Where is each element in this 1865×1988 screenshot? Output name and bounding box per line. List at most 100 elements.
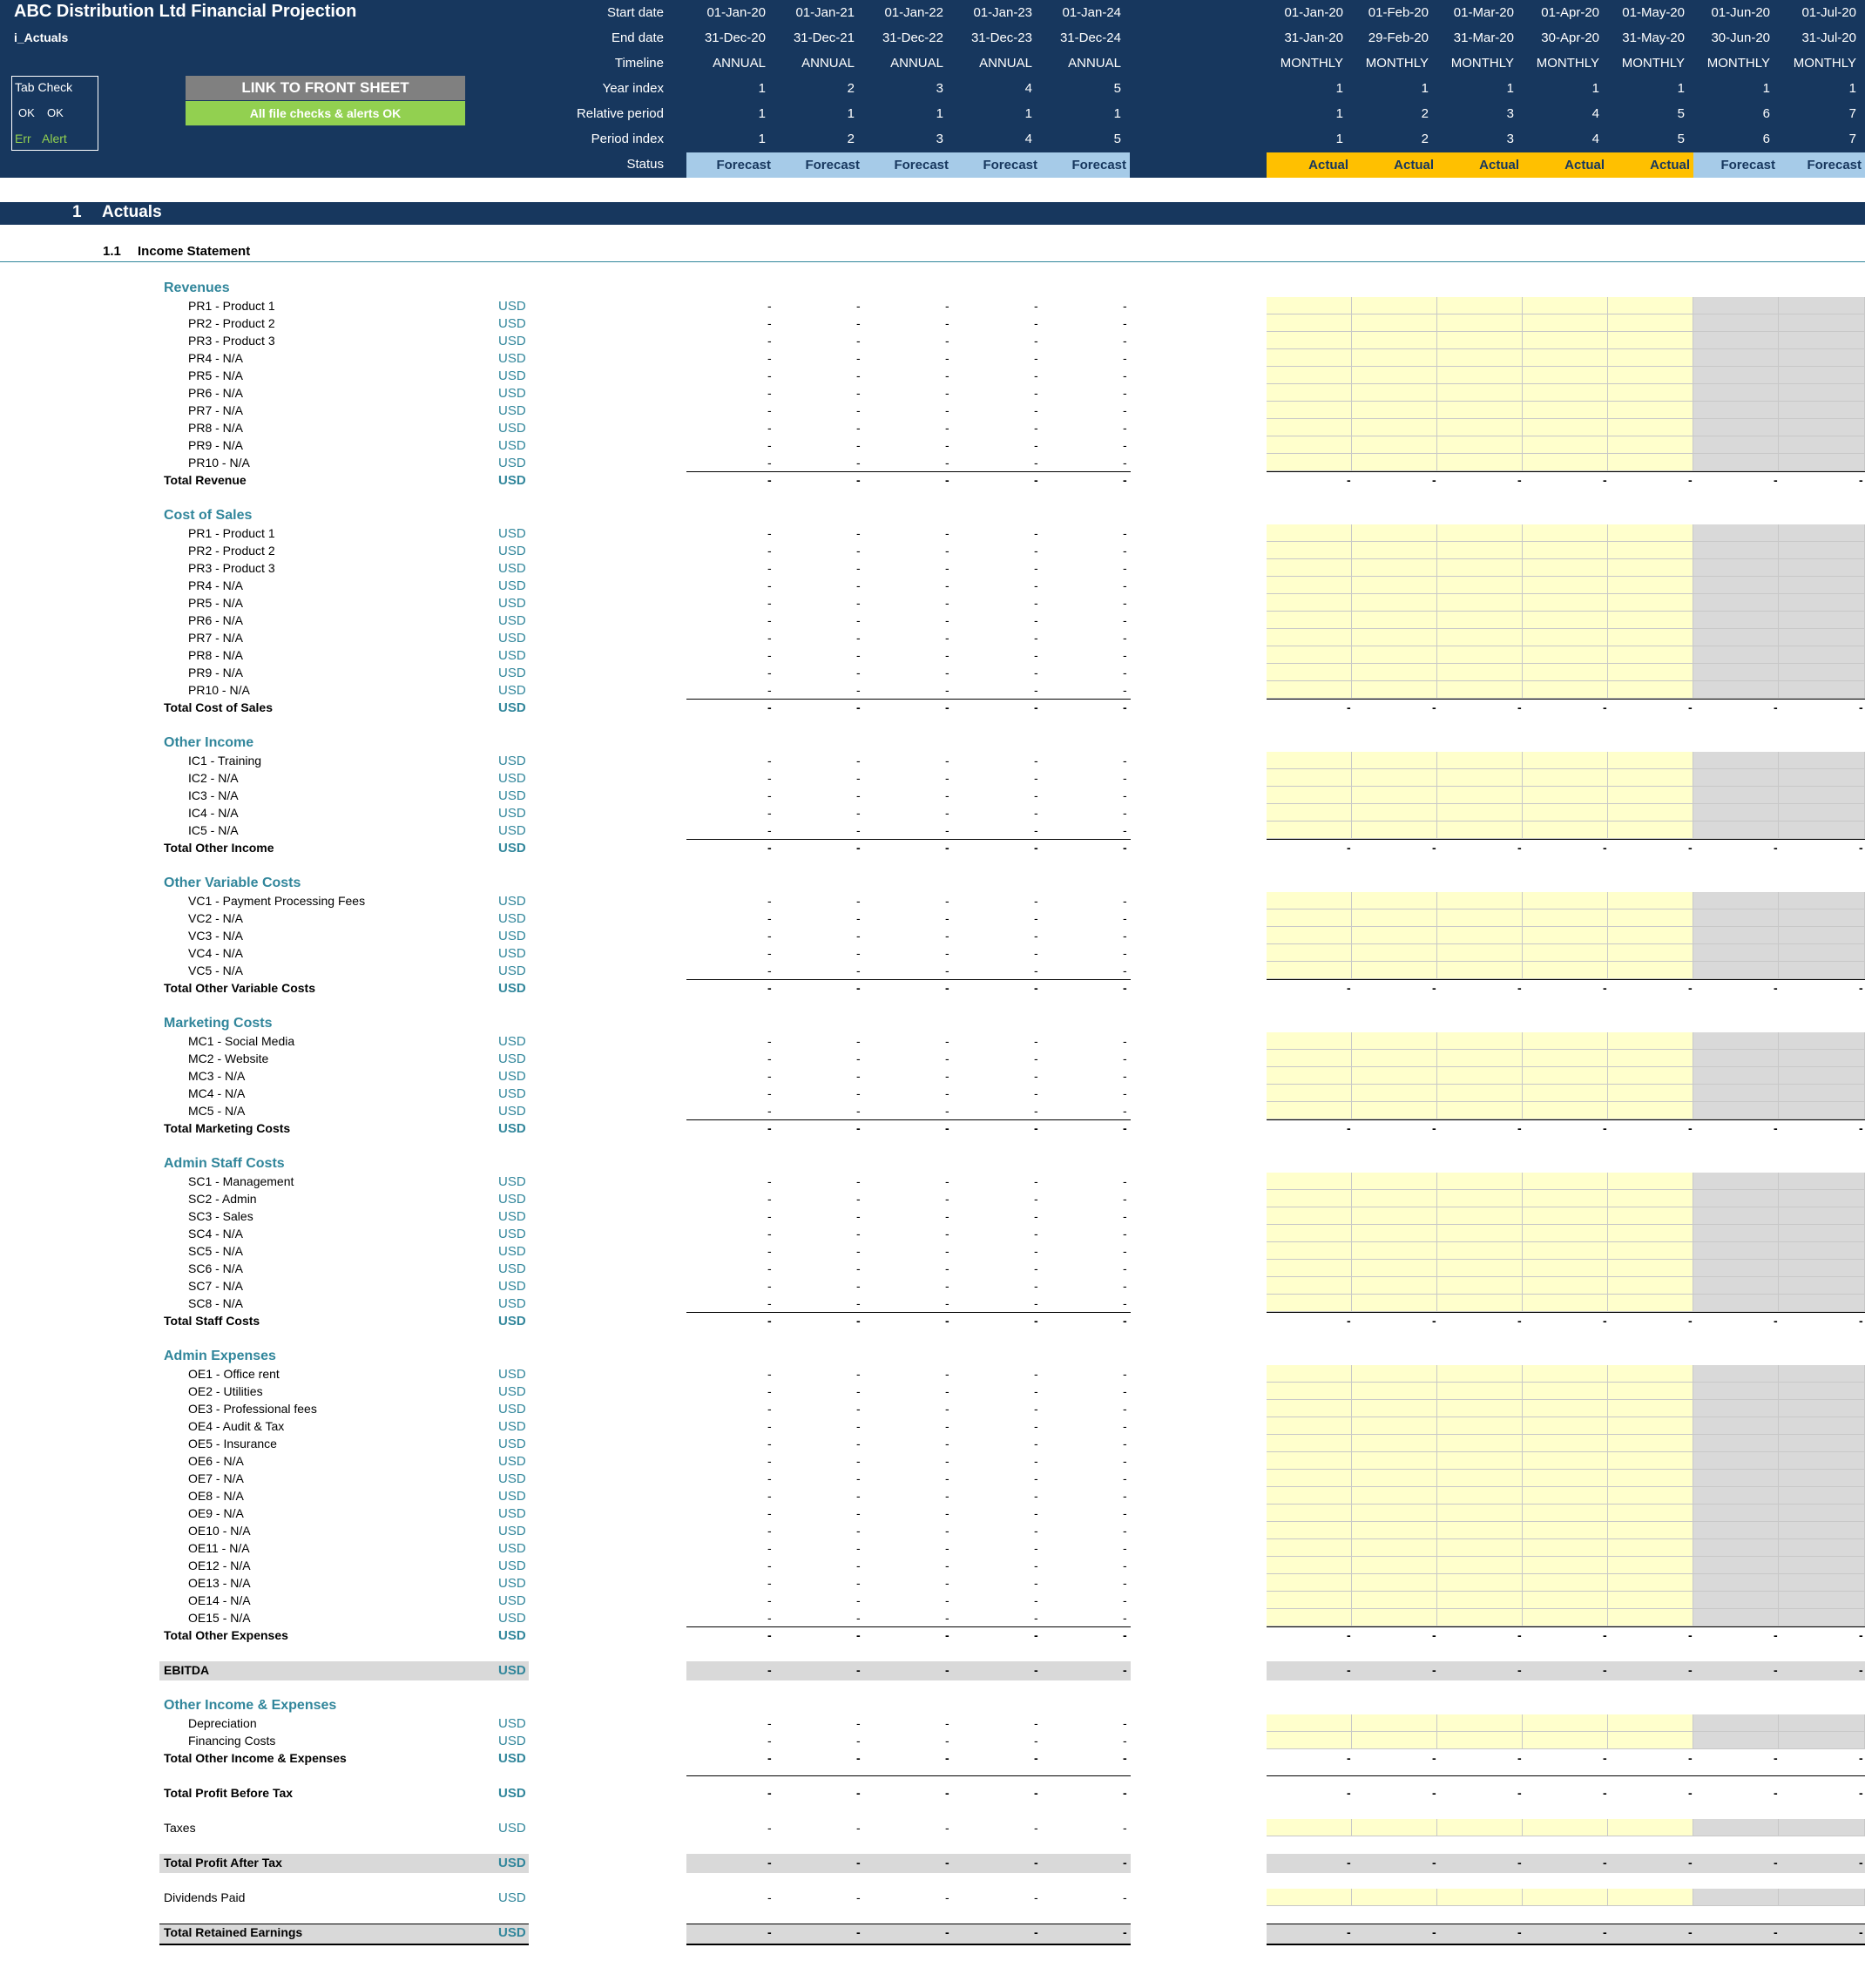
actual-input-cell[interactable]: [1437, 1435, 1523, 1452]
actual-input-cell[interactable]: [1523, 594, 1608, 612]
actual-input-cell[interactable]: [1523, 1383, 1608, 1400]
actual-input-cell[interactable]: [1523, 1400, 1608, 1417]
actual-input-cell[interactable]: [1437, 436, 1523, 454]
actual-input-cell[interactable]: [1437, 559, 1523, 577]
actual-input-cell[interactable]: [1352, 1539, 1437, 1557]
actual-input-cell[interactable]: [1352, 664, 1437, 681]
actual-input-cell[interactable]: [1352, 822, 1437, 839]
actual-input-cell[interactable]: [1352, 1242, 1437, 1260]
actual-input-cell[interactable]: [1352, 297, 1437, 314]
actual-input-cell[interactable]: [1523, 402, 1608, 419]
actual-input-cell[interactable]: [1267, 1714, 1352, 1732]
actual-input-cell[interactable]: [1523, 454, 1608, 471]
actual-input-cell[interactable]: [1608, 1190, 1693, 1207]
actual-input-cell[interactable]: [1352, 1400, 1437, 1417]
actual-input-cell[interactable]: [1267, 1574, 1352, 1592]
actual-input-cell[interactable]: [1523, 1207, 1608, 1225]
actual-input-cell[interactable]: [1437, 1819, 1523, 1836]
actual-input-cell[interactable]: [1523, 752, 1608, 769]
actual-input-cell[interactable]: [1608, 1032, 1693, 1050]
actual-input-cell[interactable]: [1352, 1732, 1437, 1749]
actual-input-cell[interactable]: [1267, 646, 1352, 664]
actual-input-cell[interactable]: [1267, 384, 1352, 402]
actual-input-cell[interactable]: [1267, 577, 1352, 594]
actual-input-cell[interactable]: [1608, 1505, 1693, 1522]
actual-input-cell[interactable]: [1437, 804, 1523, 822]
actual-input-cell[interactable]: [1523, 1277, 1608, 1295]
actual-input-cell[interactable]: [1267, 822, 1352, 839]
actual-input-cell[interactable]: [1267, 909, 1352, 927]
actual-input-cell[interactable]: [1437, 664, 1523, 681]
actual-input-cell[interactable]: [1523, 367, 1608, 384]
actual-input-cell[interactable]: [1352, 927, 1437, 944]
actual-input-cell[interactable]: [1267, 1050, 1352, 1067]
actual-input-cell[interactable]: [1352, 1295, 1437, 1312]
actual-input-cell[interactable]: [1523, 577, 1608, 594]
actual-input-cell[interactable]: [1267, 787, 1352, 804]
actual-input-cell[interactable]: [1267, 1452, 1352, 1470]
actual-input-cell[interactable]: [1437, 1522, 1523, 1539]
actual-input-cell[interactable]: [1352, 909, 1437, 927]
actual-input-cell[interactable]: [1608, 1383, 1693, 1400]
actual-input-cell[interactable]: [1608, 752, 1693, 769]
actual-input-cell[interactable]: [1437, 454, 1523, 471]
actual-input-cell[interactable]: [1267, 1260, 1352, 1277]
actual-input-cell[interactable]: [1608, 1557, 1693, 1574]
actual-input-cell[interactable]: [1437, 577, 1523, 594]
actual-input-cell[interactable]: [1437, 542, 1523, 559]
actual-input-cell[interactable]: [1608, 454, 1693, 471]
actual-input-cell[interactable]: [1523, 612, 1608, 629]
actual-input-cell[interactable]: [1352, 349, 1437, 367]
actual-input-cell[interactable]: [1437, 1277, 1523, 1295]
actual-input-cell[interactable]: [1267, 1505, 1352, 1522]
actual-input-cell[interactable]: [1523, 1295, 1608, 1312]
actual-input-cell[interactable]: [1523, 1732, 1608, 1749]
actual-input-cell[interactable]: [1267, 419, 1352, 436]
actual-input-cell[interactable]: [1608, 1522, 1693, 1539]
actual-input-cell[interactable]: [1267, 1470, 1352, 1487]
actual-input-cell[interactable]: [1437, 1032, 1523, 1050]
actual-input-cell[interactable]: [1267, 1102, 1352, 1119]
actual-input-cell[interactable]: [1352, 752, 1437, 769]
actual-input-cell[interactable]: [1608, 612, 1693, 629]
actual-input-cell[interactable]: [1523, 804, 1608, 822]
actual-input-cell[interactable]: [1523, 927, 1608, 944]
actual-input-cell[interactable]: [1352, 1522, 1437, 1539]
actual-input-cell[interactable]: [1608, 1207, 1693, 1225]
actual-input-cell[interactable]: [1267, 927, 1352, 944]
actual-input-cell[interactable]: [1523, 1242, 1608, 1260]
actual-input-cell[interactable]: [1437, 629, 1523, 646]
actual-input-cell[interactable]: [1352, 629, 1437, 646]
actual-input-cell[interactable]: [1437, 1557, 1523, 1574]
actual-input-cell[interactable]: [1523, 1539, 1608, 1557]
actual-input-cell[interactable]: [1608, 944, 1693, 962]
actual-input-cell[interactable]: [1437, 1260, 1523, 1277]
actual-input-cell[interactable]: [1523, 314, 1608, 332]
actual-input-cell[interactable]: [1608, 822, 1693, 839]
actual-input-cell[interactable]: [1267, 1085, 1352, 1102]
actual-input-cell[interactable]: [1523, 542, 1608, 559]
actual-input-cell[interactable]: [1608, 804, 1693, 822]
actual-input-cell[interactable]: [1437, 1452, 1523, 1470]
actual-input-cell[interactable]: [1608, 1592, 1693, 1609]
actual-input-cell[interactable]: [1352, 1050, 1437, 1067]
actual-input-cell[interactable]: [1523, 1260, 1608, 1277]
actual-input-cell[interactable]: [1437, 1732, 1523, 1749]
actual-input-cell[interactable]: [1437, 1417, 1523, 1435]
actual-input-cell[interactable]: [1352, 1592, 1437, 1609]
actual-input-cell[interactable]: [1267, 1592, 1352, 1609]
actual-input-cell[interactable]: [1352, 804, 1437, 822]
actual-input-cell[interactable]: [1437, 927, 1523, 944]
actual-input-cell[interactable]: [1608, 367, 1693, 384]
actual-input-cell[interactable]: [1523, 822, 1608, 839]
actual-input-cell[interactable]: [1267, 1032, 1352, 1050]
actual-input-cell[interactable]: [1523, 1102, 1608, 1119]
actual-input-cell[interactable]: [1352, 1102, 1437, 1119]
actual-input-cell[interactable]: [1523, 1609, 1608, 1626]
actual-input-cell[interactable]: [1437, 1470, 1523, 1487]
actual-input-cell[interactable]: [1608, 1225, 1693, 1242]
actual-input-cell[interactable]: [1523, 1435, 1608, 1452]
actual-input-cell[interactable]: [1352, 1365, 1437, 1383]
actual-input-cell[interactable]: [1523, 1173, 1608, 1190]
actual-input-cell[interactable]: [1523, 1889, 1608, 1906]
